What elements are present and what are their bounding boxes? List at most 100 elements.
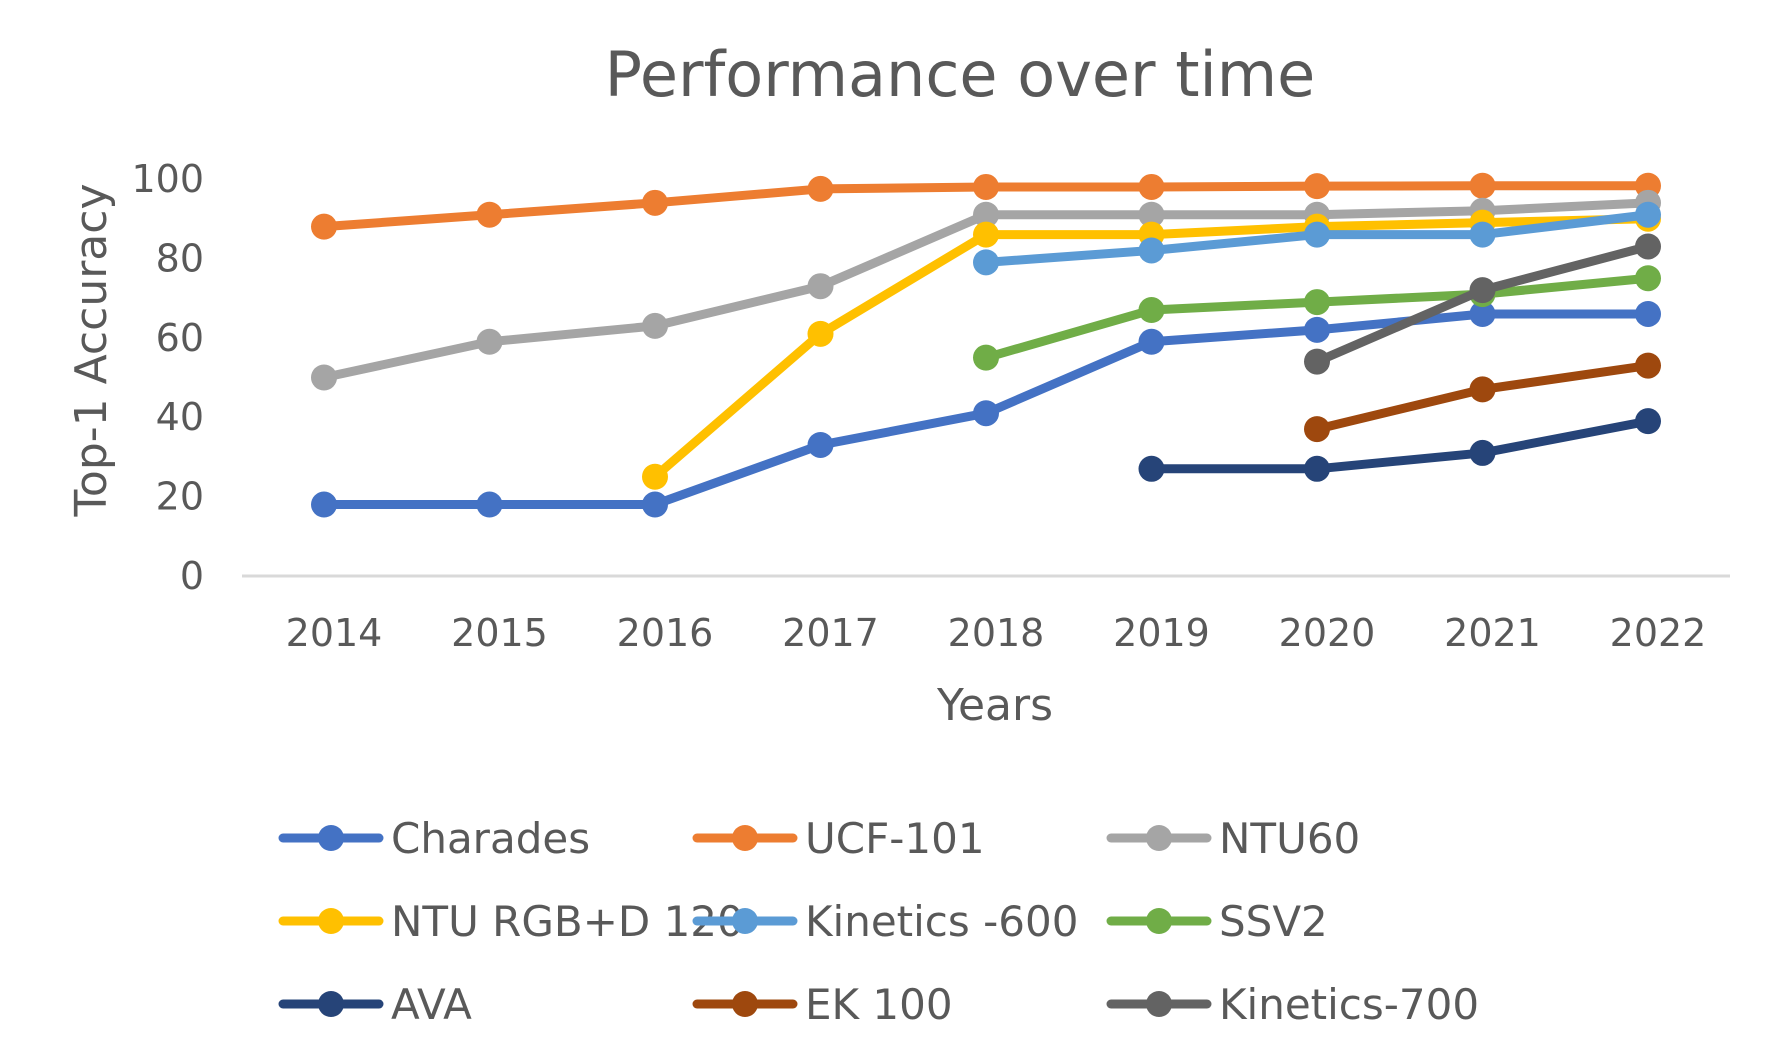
series-ek-100 bbox=[1304, 352, 1661, 443]
data-point-ntu-rgb-d-120 bbox=[807, 320, 834, 347]
series-ntu60 bbox=[311, 189, 1661, 391]
series-ava bbox=[1138, 408, 1661, 482]
legend-label: Charades bbox=[391, 814, 590, 863]
data-point-ntu60 bbox=[973, 201, 999, 228]
series-kinetics-700 bbox=[1304, 233, 1661, 375]
legend-swatch-marker bbox=[1146, 825, 1172, 851]
data-point-ucf-101 bbox=[476, 201, 503, 228]
data-point-kinetics-600 bbox=[1635, 201, 1661, 228]
y-axis-title: Top-1 Accuracy bbox=[66, 184, 117, 518]
data-point-ssv2 bbox=[1635, 265, 1661, 292]
legend-swatch-marker bbox=[732, 908, 758, 934]
y-tick-label: 0 bbox=[180, 554, 204, 598]
data-point-ucf-101 bbox=[1469, 172, 1496, 199]
data-point-charades bbox=[1469, 300, 1496, 327]
data-point-kinetics-600 bbox=[1304, 221, 1330, 248]
data-point-kinetics-700 bbox=[1635, 233, 1661, 260]
data-point-ava bbox=[1304, 455, 1330, 482]
legend-item-charades: Charades bbox=[278, 814, 590, 863]
x-axis-ticks: 2014 2015 2016 2017 2018 2019 2020 2021 2022 bbox=[286, 611, 1707, 655]
data-point-ava bbox=[1138, 455, 1165, 482]
legend-item-ntu60: NTU60 bbox=[1106, 814, 1360, 863]
data-point-charades bbox=[311, 491, 337, 518]
data-point-ucf-101 bbox=[973, 173, 999, 200]
data-point-ntu-rgb-d-120 bbox=[642, 463, 668, 490]
data-point-ssv2 bbox=[1138, 297, 1165, 324]
legend: Charades UCF-101 NTU60 NTU RGB+D 120 Kinetic… bbox=[278, 814, 1479, 1029]
data-point-ucf-101 bbox=[1304, 173, 1330, 200]
series-kinetics-600 bbox=[973, 201, 1661, 276]
legend-swatch-marker bbox=[1146, 908, 1172, 934]
data-point-ntu60 bbox=[1138, 201, 1165, 228]
legend-item-kinetics-700: Kinetics-700 bbox=[1106, 980, 1479, 1029]
y-tick-label: 40 bbox=[156, 395, 204, 439]
y-tick-label: 20 bbox=[156, 475, 204, 519]
data-point-ava bbox=[1635, 408, 1661, 435]
chart-title: Performance over time bbox=[605, 38, 1316, 111]
legend-swatch-marker bbox=[318, 991, 344, 1017]
data-point-charades bbox=[476, 491, 503, 518]
data-point-charades bbox=[807, 431, 834, 458]
legend-label: SSV2 bbox=[1219, 897, 1328, 946]
series-layer bbox=[311, 172, 1661, 518]
y-tick-label: 80 bbox=[156, 236, 204, 280]
legend-swatch-marker bbox=[732, 991, 758, 1017]
data-point-charades bbox=[642, 491, 668, 518]
x-axis-title: Years bbox=[936, 680, 1053, 731]
data-point-kinetics-700 bbox=[1304, 348, 1330, 375]
data-point-ntu60 bbox=[476, 328, 503, 355]
data-point-ek-100 bbox=[1469, 376, 1496, 403]
data-point-ucf-101 bbox=[1138, 173, 1165, 200]
x-tick-label: 2015 bbox=[451, 611, 548, 655]
data-point-ucf-101 bbox=[311, 213, 337, 240]
legend-label: NTU RGB+D 120 bbox=[391, 897, 744, 946]
data-point-ntu60 bbox=[642, 312, 668, 339]
x-tick-label: 2019 bbox=[1113, 611, 1210, 655]
series-ucf-101 bbox=[311, 172, 1661, 240]
x-tick-label: 2020 bbox=[1279, 611, 1376, 655]
legend-item-ek-100: EK 100 bbox=[692, 980, 953, 1029]
legend-item-kinetics-600: Kinetics -600 bbox=[692, 897, 1078, 946]
legend-label: AVA bbox=[391, 980, 472, 1029]
data-point-kinetics-600 bbox=[1138, 237, 1165, 264]
legend-label: EK 100 bbox=[805, 980, 953, 1029]
data-point-ntu-rgb-d-120 bbox=[973, 221, 999, 248]
legend-label: Kinetics -600 bbox=[805, 897, 1078, 946]
y-axis-ticks: 0 20 40 60 80 100 bbox=[131, 157, 204, 598]
x-tick-label: 2018 bbox=[948, 611, 1045, 655]
legend-item-ucf-101: UCF-101 bbox=[692, 814, 985, 863]
data-point-kinetics-600 bbox=[973, 249, 999, 276]
y-tick-label: 60 bbox=[156, 316, 204, 360]
x-tick-label: 2021 bbox=[1444, 611, 1541, 655]
data-point-ssv2 bbox=[1304, 289, 1330, 316]
data-point-ssv2 bbox=[973, 344, 999, 371]
legend-label: NTU60 bbox=[1219, 814, 1360, 863]
data-point-ucf-101 bbox=[642, 189, 668, 216]
data-point-ntu60 bbox=[807, 273, 834, 300]
x-tick-label: 2016 bbox=[617, 611, 714, 655]
legend-label: Kinetics-700 bbox=[1219, 980, 1479, 1029]
legend-swatch-marker bbox=[318, 908, 344, 934]
legend-item-ava: AVA bbox=[278, 980, 472, 1029]
x-tick-label: 2014 bbox=[286, 611, 383, 655]
legend-item-ssv2: SSV2 bbox=[1106, 897, 1328, 946]
x-tick-label: 2017 bbox=[782, 611, 879, 655]
data-point-kinetics-600 bbox=[1469, 221, 1496, 248]
data-point-ucf-101 bbox=[807, 175, 834, 202]
data-point-kinetics-700 bbox=[1469, 277, 1496, 304]
legend-item-ntu-rgb-d-120: NTU RGB+D 120 bbox=[278, 897, 744, 946]
data-point-ntu60 bbox=[311, 364, 337, 391]
data-point-ek-100 bbox=[1635, 352, 1661, 379]
data-point-ava bbox=[1469, 439, 1496, 466]
legend-label: UCF-101 bbox=[805, 814, 985, 863]
legend-swatch-marker bbox=[1146, 991, 1172, 1017]
legend-swatch-marker bbox=[732, 825, 758, 851]
data-point-ek-100 bbox=[1304, 416, 1330, 443]
x-tick-label: 2022 bbox=[1610, 611, 1707, 655]
series-charades bbox=[311, 300, 1661, 518]
data-point-charades bbox=[1635, 300, 1661, 327]
data-point-charades bbox=[973, 400, 999, 427]
legend-swatch-marker bbox=[318, 825, 344, 851]
series-line-ava bbox=[1147, 416, 1653, 474]
data-point-charades bbox=[1138, 328, 1165, 355]
